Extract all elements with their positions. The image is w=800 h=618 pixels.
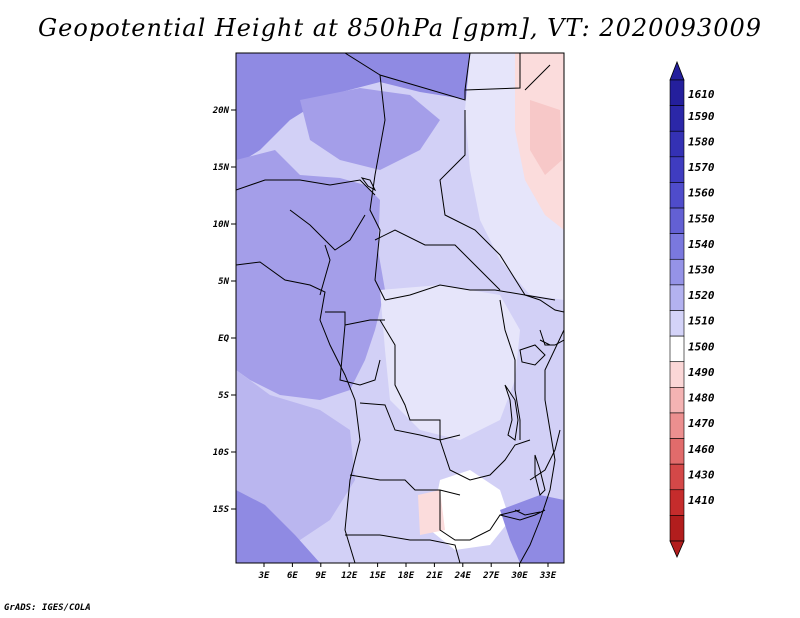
lake-victoria <box>519 344 546 366</box>
lon-label: 18E <box>398 571 415 581</box>
lon-label: 9E <box>315 571 326 581</box>
coastline-east <box>519 329 564 563</box>
colorbar-label: 1410 <box>688 494 715 507</box>
field-southeast-deep <box>500 495 564 563</box>
colorbar-label: 1540 <box>688 238 715 251</box>
lat-label: 15N <box>213 163 230 173</box>
colorbar-swatch <box>669 387 685 414</box>
border-4 <box>439 110 526 296</box>
field-congo-pale <box>380 285 520 440</box>
red-sea-coast <box>524 64 551 91</box>
colorbar-swatch <box>669 463 685 491</box>
border-14 <box>439 439 531 481</box>
field-sahel-purple <box>300 88 440 170</box>
colorbar-swatch <box>669 258 685 286</box>
colorbar-swatch <box>669 412 685 439</box>
lat-label: 5S <box>218 391 229 401</box>
colorbar-label: 1550 <box>688 212 715 225</box>
colorbar-swatch <box>669 233 685 260</box>
lon-label: 6E <box>287 571 298 581</box>
latitude-axis: 20N 15N 10N 5N EQ 5S 10S 15S <box>212 106 236 515</box>
border-15 <box>349 474 461 496</box>
lon-label: 24E <box>454 571 472 581</box>
colorbar-label: 1510 <box>688 315 715 328</box>
lat-label: 10N <box>213 220 230 230</box>
lat-label: 20N <box>212 106 230 116</box>
lon-label: 12E <box>341 571 358 581</box>
colorbar-label: 1490 <box>688 366 715 379</box>
border-21 <box>529 429 561 481</box>
lat-label: 5N <box>218 277 229 287</box>
colorbar-label: 1590 <box>688 110 715 123</box>
colorbar-swatch <box>669 79 685 106</box>
longitude-axis: 3E 6E 9E 12E 15E 18E 21E 24E 27E 30E 33E <box>258 563 557 581</box>
colorbar: 1610 1590 1580 1570 1560 1550 1540 1530 1520 1510… <box>669 60 715 558</box>
colorbar-swatch <box>669 207 685 234</box>
colorbar-label: 1480 <box>688 392 715 405</box>
colorbar-label: 1530 <box>688 264 715 277</box>
field-southeast-pink <box>418 490 445 535</box>
lake-kariba <box>514 509 541 516</box>
colorbar-label: 1470 <box>688 417 715 430</box>
field-southwest-deep <box>236 490 320 563</box>
colorbar-swatch <box>669 130 685 158</box>
lon-label: 3E <box>258 571 270 581</box>
border-19 <box>524 294 564 313</box>
border-12 <box>379 319 441 440</box>
colorbar-label: 1460 <box>688 443 715 456</box>
border-5 <box>236 179 376 196</box>
border-6 <box>289 209 366 251</box>
border-3 <box>464 53 521 91</box>
field-west-purple <box>236 150 385 400</box>
colorbar-swatch <box>669 310 685 337</box>
field-east-pinkdeep <box>530 100 562 175</box>
map-frame <box>235 52 565 564</box>
borders <box>236 53 564 563</box>
colorbar-label: 1520 <box>688 289 715 302</box>
colorbar-label: 1430 <box>688 468 715 481</box>
lon-label: 30E <box>510 571 528 581</box>
lat-label: EQ <box>218 334 229 344</box>
border-11 <box>339 324 381 386</box>
border-18 <box>499 299 521 440</box>
border-17 <box>345 534 461 563</box>
colorbar-top-arrow <box>669 60 685 81</box>
lon-label: 33E <box>539 571 557 581</box>
colorbar-swatch <box>669 361 685 388</box>
colorbar-bottom-arrow <box>669 540 685 558</box>
colorbar-swatch <box>669 335 685 363</box>
colorbar-swatch <box>669 156 685 183</box>
colorbar-swatch <box>669 284 685 311</box>
border-9 <box>319 244 331 296</box>
colorbar-label: 1610 <box>688 88 715 101</box>
colorbar-label: 1560 <box>688 187 715 200</box>
colorbar-label: 1500 <box>688 340 715 353</box>
lat-label: 10S <box>213 448 230 458</box>
lake-lower-east <box>539 339 551 346</box>
height-field <box>236 53 564 563</box>
lon-label: 15E <box>369 571 386 581</box>
lat-label: 15S <box>213 505 230 515</box>
lake-chad <box>360 177 377 192</box>
border-13 <box>359 402 461 441</box>
lake-tanganyika <box>504 384 519 441</box>
coastline-west <box>236 261 361 563</box>
colorbar-swatch <box>669 182 685 209</box>
border-7 <box>374 229 501 291</box>
lon-label: 21E <box>425 571 443 581</box>
colorbar-swatch <box>669 515 685 542</box>
colorbar-label: 1570 <box>688 161 715 174</box>
colorbar-swatch <box>669 489 685 516</box>
colorbar-swatch <box>669 438 685 465</box>
map-title: Geopotential Height at 850hPa [gpm], VT:… <box>38 14 762 42</box>
border-2 <box>379 53 471 101</box>
colorbar-swatch <box>669 105 685 132</box>
lon-label: 27E <box>482 571 500 581</box>
lake-malawi <box>534 454 546 496</box>
colorbar-label: 1580 <box>688 135 715 148</box>
footer-credit: GrADS: IGES/COLA <box>4 603 91 613</box>
field-north-deep <box>236 53 470 165</box>
